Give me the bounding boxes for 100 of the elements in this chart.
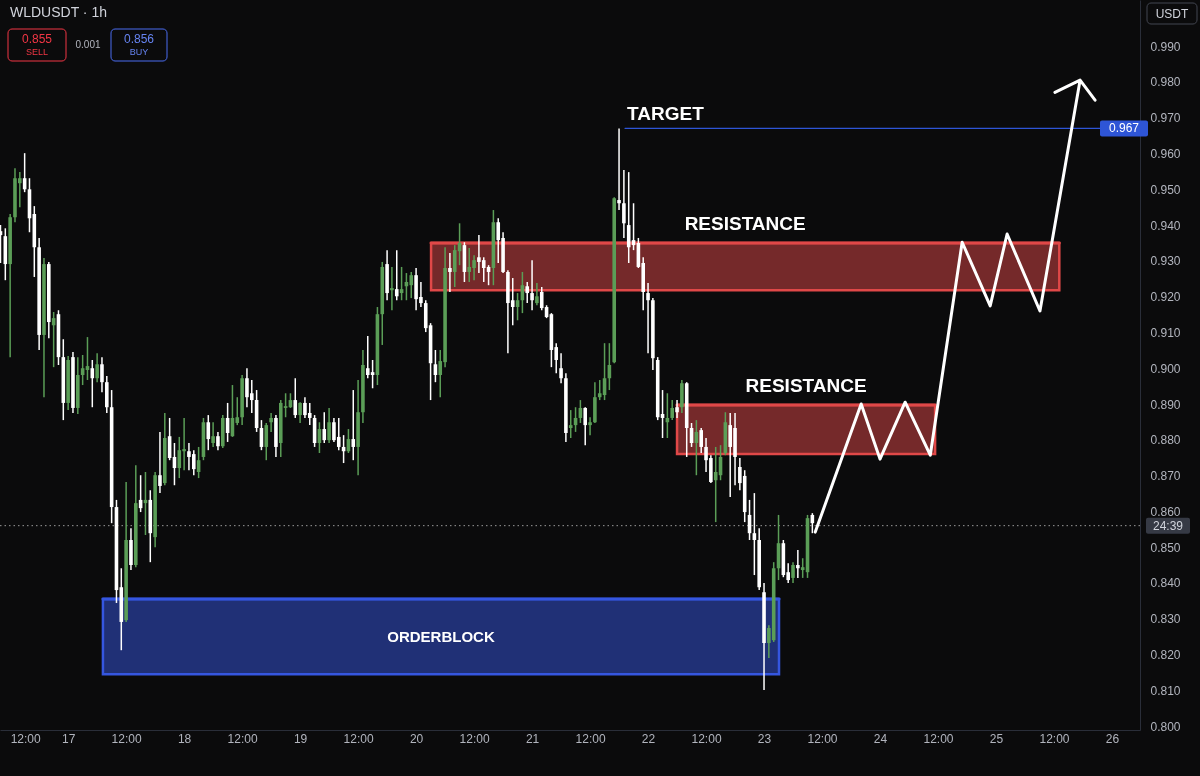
candlestick [796,549,800,579]
candlestick [452,244,457,288]
y-tick-label: 0.990 [1150,39,1181,54]
candlestick [597,379,602,401]
y-tick-label: 0.920 [1150,290,1181,305]
x-tick-label: 26 [1105,731,1120,746]
y-tick-label: 0.940 [1150,218,1181,233]
y-tick-label: 0.870 [1150,469,1181,484]
y-tick-label: 0.810 [1150,683,1181,698]
series-label: RESISTANCE [684,212,806,234]
x-tick-label: 17 [61,731,76,746]
series-label: ORDERBLOCK [387,627,495,645]
candlestick [583,406,588,446]
annotation: 0.001 [75,39,101,50]
x-tick-label: 22 [641,731,656,746]
y-tick-label: 0.950 [1150,182,1181,197]
candlestick [626,171,631,264]
x-tick-label: 12:00 [10,731,41,746]
candlestick [206,414,211,451]
candlestick [699,427,703,454]
candlestick [675,399,679,419]
candlestick [448,252,452,293]
candlestick [680,379,684,414]
candlestick [351,389,356,461]
candlestick [158,431,162,494]
candlestick [370,359,375,390]
candlestick [293,377,298,419]
candlestick [713,446,718,523]
candlestick [390,266,394,311]
x-tick-label: 23 [757,731,772,746]
y-tick-label: 0.850 [1150,540,1181,555]
candlestick [559,352,563,384]
candlestick [394,249,399,301]
candlestick [191,449,196,476]
data-label: 0.967 [1108,121,1140,136]
y-tick-label: 0.980 [1150,75,1181,90]
x-tick-label: 18 [177,731,192,746]
y-tick-label: 0.880 [1150,433,1181,448]
y-tick-label: 0.970 [1150,111,1181,126]
candlestick [264,422,269,461]
x-tick-label: 19 [293,731,308,746]
annotation: SELL [25,47,49,57]
candlestick [365,335,370,379]
x-tick-label: 24 [873,731,888,746]
x-tick-label: 12:00 [459,731,490,746]
y-tick-label: 0.910 [1150,325,1181,340]
x-tick-label: 12:00 [1039,731,1070,746]
y-tick-label: 0.930 [1150,254,1181,269]
annotation: 0.855 [21,32,53,46]
candlestick [249,379,254,414]
candlestick [467,247,472,283]
x-tick-label: 21 [525,731,540,746]
chart-title: WLDUSDT · 1h [10,4,107,20]
candlestick [211,421,215,448]
y-tick-label: 0.960 [1150,147,1181,162]
y-tick-label: 0.800 [1150,719,1181,734]
candlestick [307,402,312,426]
candlestick [800,557,805,579]
x-tick-label: 12:00 [807,731,838,746]
y-tick-label: 0.830 [1150,612,1181,627]
candlestick [177,436,182,479]
candlestick [409,271,414,299]
x-tick-label: 12:00 [343,731,374,746]
series-label: RESISTANCE [745,375,867,397]
y-axis-title: USDT [1155,6,1189,21]
annotation: BUY [129,47,149,57]
candlestick [670,399,675,421]
candlestick [269,412,273,433]
candlestick [622,169,626,239]
x-tick-label: 12:00 [575,731,606,746]
candlestick [525,281,530,304]
x-tick-label: 12:00 [111,731,142,746]
y-tick-label: 0.820 [1150,648,1181,662]
y-tick-label: 0.840 [1150,576,1181,591]
candlestick [530,259,534,311]
annotation: 0.856 [123,32,155,46]
candlestick [327,407,331,444]
y-tick-label: 0.900 [1150,361,1181,376]
x-tick-label: 12:00 [227,731,258,746]
candlestick [535,282,539,306]
x-tick-label: 20 [409,731,424,746]
candlestick [617,127,621,211]
series-label: TARGET [627,103,705,125]
y-tick-label: 0.860 [1150,504,1181,519]
candlestick [95,352,99,383]
y-tick-label: 0.890 [1150,397,1181,412]
x-tick-label: 12:00 [923,731,954,746]
candlestick [588,416,592,436]
candlestick [568,409,573,439]
candlestick [322,411,327,444]
x-tick-label: 25 [989,731,1004,746]
text: 24:39 [1152,518,1184,533]
candlestick [298,401,302,424]
candlestick [336,417,341,451]
candlestick [791,561,795,584]
candlestick [216,431,220,451]
candlestick [481,256,486,283]
candlestick [646,282,650,354]
x-tick-label: 12:00 [691,731,722,746]
candlestick [100,356,104,393]
